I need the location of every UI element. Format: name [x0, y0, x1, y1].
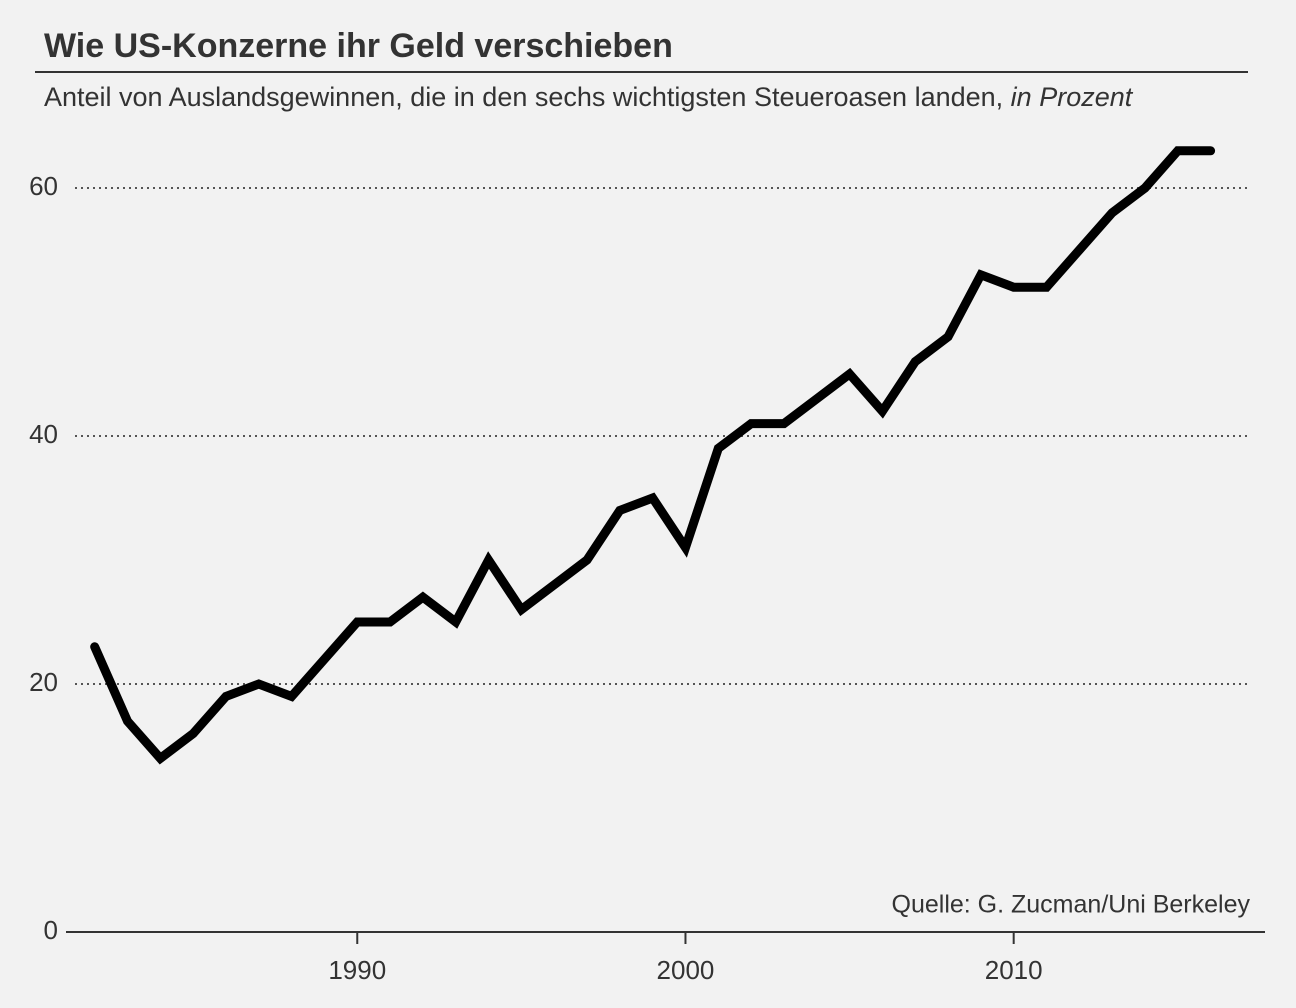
chart-subtitle: Anteil von Auslandsgewinnen, die in den … — [44, 82, 1134, 112]
chart-title: Wie US-Konzerne ihr Geld verschieben — [44, 27, 673, 65]
x-tick-label: 1990 — [328, 955, 386, 985]
source: Quelle: G. Zucman/Uni Berkeley — [892, 891, 1251, 919]
y-tick-label: 40 — [29, 419, 58, 449]
y-tick-label: 20 — [29, 667, 58, 697]
x-tick-label: 2010 — [985, 955, 1043, 985]
y-tick-label: 0 — [44, 915, 58, 945]
unit: in Prozent — [1011, 82, 1134, 112]
y-tick-label: 60 — [29, 171, 58, 201]
data-line — [90, 146, 1216, 765]
x-tick-label: 2000 — [657, 955, 715, 985]
subtitle: Anteil von Auslandsgewinnen, die in den … — [44, 82, 1003, 112]
